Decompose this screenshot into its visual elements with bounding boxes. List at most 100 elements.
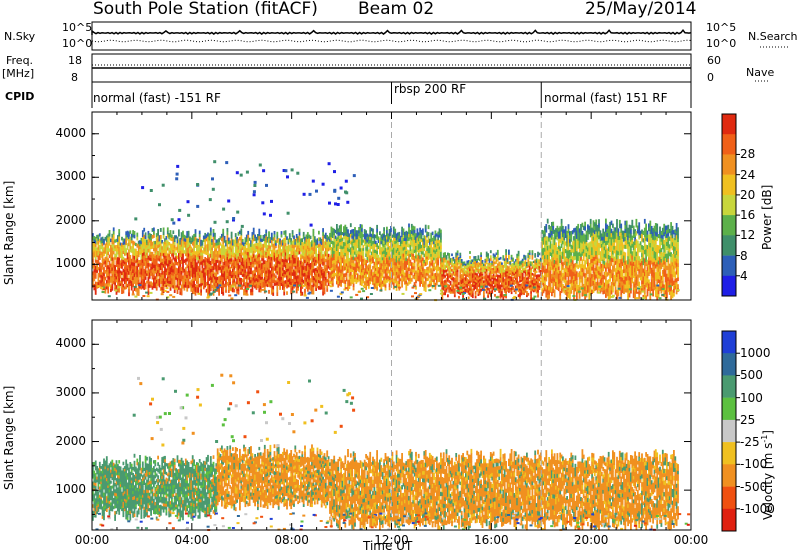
- nsky-series: [91, 29, 692, 35]
- echo-cell: [136, 291, 139, 296]
- echo-cell: [287, 257, 290, 261]
- echo-cell: [216, 245, 219, 249]
- echo-cell: [444, 279, 446, 283]
- echo-cell: [460, 279, 463, 283]
- echo-cell: [98, 280, 101, 284]
- echo-cell: [204, 278, 207, 282]
- echo-cell: [227, 240, 230, 245]
- echo-cell: [412, 250, 415, 254]
- echo-cell: [269, 239, 272, 244]
- echo-cell: [166, 246, 169, 251]
- echo-cell: [136, 269, 139, 274]
- echo-cell: [239, 252, 241, 257]
- echo-cell: [263, 250, 266, 255]
- echo-cell: [380, 275, 383, 280]
- echo-cell: [373, 280, 376, 284]
- echo-cell: [237, 290, 240, 295]
- echo-cell: [460, 276, 463, 279]
- echo-cell: [338, 282, 341, 286]
- echo-cell: [179, 250, 182, 255]
- echo-cell: [524, 290, 527, 293]
- echo-cell: [94, 252, 97, 257]
- echo-cell: [444, 264, 446, 268]
- echo-cell: [118, 232, 121, 237]
- echo-cell: [187, 278, 190, 282]
- echo-cell: [187, 253, 190, 257]
- echo-cell: [369, 255, 372, 259]
- echo-cell: [355, 247, 358, 252]
- echo-cell: [370, 254, 373, 258]
- echo-cell: [241, 263, 244, 267]
- echo-cell: [272, 276, 275, 280]
- echo-cell: [430, 244, 433, 248]
- echo-cell: [164, 258, 166, 262]
- echo-cell: [123, 269, 126, 273]
- echo-cell: [392, 226, 395, 231]
- echo-cell: [279, 244, 281, 248]
- echo-cell: [273, 267, 276, 271]
- echo-cell: [266, 267, 269, 271]
- echo-cell: [413, 236, 416, 240]
- echo-cell: [316, 278, 319, 283]
- echo-cell: [473, 260, 476, 263]
- echo-cell: [198, 243, 201, 247]
- echo-cell: [212, 265, 215, 270]
- echo-cell: [308, 260, 311, 264]
- echo-cell: [430, 271, 433, 275]
- echo-cell: [405, 267, 408, 271]
- echo-cell: [326, 241, 329, 245]
- echo-cell: [480, 254, 482, 257]
- echo-cell: [437, 234, 440, 238]
- echo-cell: [205, 247, 208, 252]
- echo-cell: [467, 268, 470, 272]
- echo-cell: [324, 244, 327, 248]
- echo-cell: [298, 238, 301, 242]
- echo-cell: [261, 238, 263, 242]
- echo-cell: [248, 251, 251, 255]
- echo-cell: [205, 271, 208, 276]
- echo-cell: [374, 240, 377, 245]
- echo-cell: [521, 280, 524, 283]
- echo-cell: [186, 231, 189, 235]
- echo-cell: [187, 284, 190, 289]
- echo-cell: [506, 267, 509, 270]
- echo-cell: [333, 253, 336, 258]
- echo-cell: [103, 252, 105, 257]
- echo-cell: [173, 283, 176, 287]
- echo-cell: [204, 245, 207, 249]
- echo-cell: [248, 282, 251, 286]
- echo-cell: [269, 262, 272, 266]
- echo-cell: [417, 272, 420, 276]
- echo-cell: [435, 239, 438, 243]
- echo-cell: [233, 275, 236, 280]
- echo-cell: [244, 266, 247, 270]
- echo-cell: [248, 243, 251, 247]
- echo-cell: [348, 276, 351, 280]
- echo-cell: [254, 267, 256, 271]
- echo-cell: [294, 260, 297, 264]
- echo-cell: [373, 252, 376, 256]
- echo-cell: [284, 239, 287, 244]
- echo-cell: [521, 264, 524, 267]
- echo-cell: [288, 266, 291, 270]
- echo-cell: [146, 257, 148, 261]
- echo-cell: [377, 239, 380, 243]
- echo-cell: [387, 244, 390, 248]
- echo-cell: [320, 241, 323, 245]
- echo-cell: [367, 240, 370, 244]
- echo-cell: [506, 280, 509, 283]
- echo-cell: [417, 255, 420, 259]
- echo-cell: [419, 241, 421, 246]
- echo-cell: [453, 271, 456, 275]
- echo-cell: [240, 235, 243, 239]
- echo-cell: [108, 239, 111, 243]
- echo-cell: [147, 248, 150, 253]
- echo-cell: [197, 244, 200, 249]
- echo-cell: [338, 268, 341, 273]
- echo-cell: [301, 248, 304, 253]
- echo-cell: [483, 284, 485, 288]
- echo-cell: [367, 255, 370, 259]
- echo-cell: [216, 239, 219, 243]
- echo-cell: [236, 246, 238, 250]
- echo-cell: [448, 255, 451, 259]
